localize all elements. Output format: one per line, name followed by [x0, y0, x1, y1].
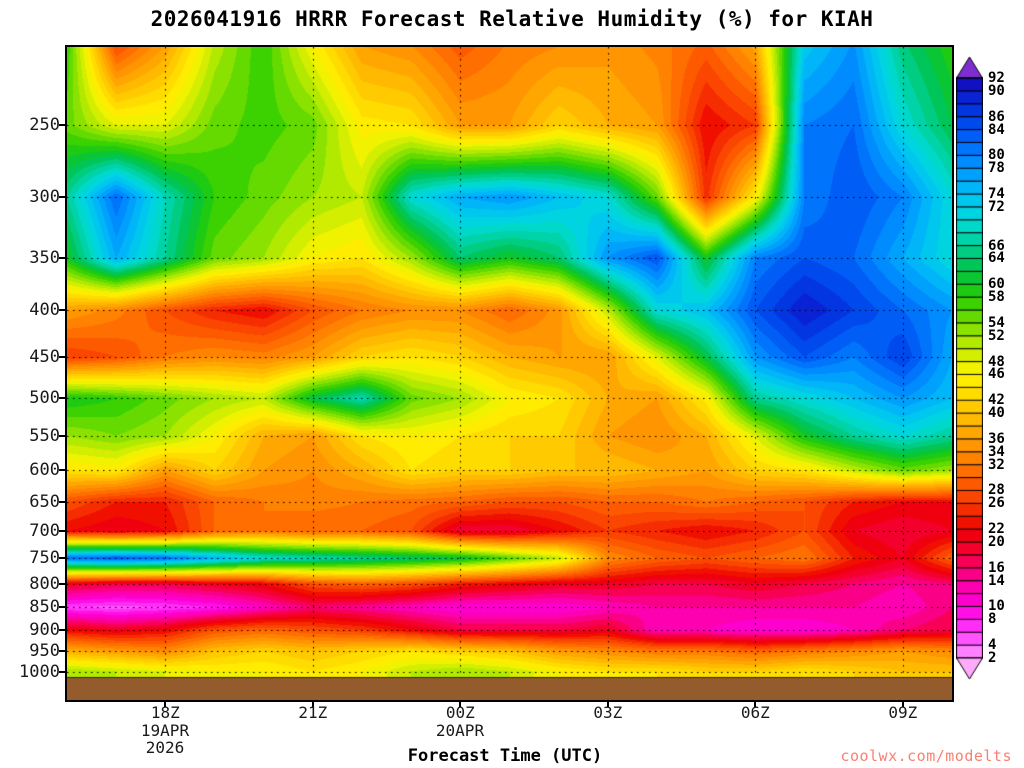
- y-tick-label: 900: [29, 619, 60, 640]
- colorbar-label: 48: [988, 353, 1005, 370]
- colorbar-label: 74: [988, 186, 1005, 202]
- colorbar-label: 86: [988, 108, 1005, 125]
- y-tick-mark: [59, 309, 65, 312]
- colorbar-label: 26: [988, 495, 1005, 512]
- colorbar-label: 60: [988, 276, 1005, 293]
- y-tick-label: 500: [29, 388, 60, 409]
- y-tick-mark: [59, 628, 65, 631]
- colorbar-label: 16: [988, 559, 1005, 576]
- y-tick-label: 450: [29, 346, 60, 367]
- x-tick-label: 03Z: [593, 703, 623, 722]
- y-tick-mark: [59, 469, 65, 472]
- y-tick-label: 650: [29, 491, 60, 512]
- x-date-label-day: 19APR: [140, 721, 190, 740]
- y-tick-label: 750: [29, 548, 60, 569]
- watermark-text: coolwx.com/modelts: [840, 747, 1012, 765]
- colorbar-label: 72: [988, 198, 1005, 215]
- y-tick-mark: [59, 434, 65, 437]
- y-tick-label: 400: [29, 300, 60, 321]
- x-tick-mark: [754, 701, 757, 707]
- colorbar-label: 58: [988, 289, 1005, 306]
- colorbar-label: 36: [988, 430, 1005, 447]
- colorbar-label: 34: [988, 443, 1005, 460]
- colorbar-label: 92: [988, 70, 1005, 86]
- y-tick-mark: [59, 529, 65, 532]
- colorbar-label: 84: [988, 121, 1005, 138]
- colorbar-label: 90: [988, 82, 1005, 99]
- colorbar-label: 66: [988, 237, 1005, 254]
- x-tick-mark: [901, 701, 904, 707]
- chart-title: 2026041916 HRRR Forecast Relative Humidi…: [150, 7, 874, 31]
- colorbar-label: 8: [988, 611, 997, 628]
- y-tick-mark: [59, 196, 65, 199]
- colorbar-label: 32: [988, 456, 1005, 473]
- y-tick-label: 600: [29, 460, 60, 481]
- colorbar-label: 80: [988, 147, 1005, 164]
- x-date-label-nextday: 20APR: [435, 721, 485, 740]
- colorbar-label: 20: [988, 534, 1005, 550]
- y-tick-label: 550: [29, 425, 60, 446]
- colorbar-label: 14: [988, 572, 1005, 589]
- x-tick-mark: [311, 701, 314, 707]
- x-tick-label: 06Z: [740, 703, 770, 722]
- y-tick-mark: [59, 124, 65, 127]
- y-tick-label: 1000: [19, 661, 60, 682]
- y-tick-mark: [59, 256, 65, 259]
- colorbar-label: 46: [988, 366, 1005, 383]
- colorbar-label: 2: [988, 650, 997, 666]
- colorbar-label: 64: [988, 250, 1005, 267]
- y-tick-label: 800: [29, 573, 60, 594]
- y-tick-label: 850: [29, 597, 60, 618]
- colorbar-label: 40: [988, 405, 1005, 422]
- x-tick-label: 09Z: [888, 703, 918, 722]
- y-tick-mark: [59, 606, 65, 609]
- colorbar-label: 52: [988, 327, 1005, 344]
- y-tick-label: 950: [29, 641, 60, 662]
- y-tick-label: 700: [29, 520, 60, 541]
- colorbar-label: 54: [988, 314, 1005, 331]
- x-tick-label: 21Z: [298, 703, 328, 722]
- y-tick-label: 350: [29, 247, 60, 268]
- x-tick-label: 00Z: [445, 703, 475, 722]
- x-tick-label: 18Z: [150, 703, 180, 722]
- x-tick-mark: [164, 701, 167, 707]
- y-tick-mark: [59, 650, 65, 653]
- x-tick-mark: [606, 701, 609, 707]
- y-tick-mark: [59, 397, 65, 400]
- colorbar-label: 22: [988, 521, 1005, 538]
- y-tick-mark: [59, 557, 65, 560]
- colorbar-label: 4: [988, 637, 997, 654]
- y-tick-mark: [59, 500, 65, 503]
- colorbar-label: 28: [988, 482, 1005, 499]
- x-date-label-year: 2026: [145, 738, 185, 757]
- x-tick-mark: [459, 701, 462, 707]
- y-tick-label: 300: [29, 187, 60, 208]
- colorbar-label: 78: [988, 160, 1005, 177]
- x-axis-title: Forecast Time (UTC): [407, 746, 603, 766]
- y-tick-label: 250: [29, 115, 60, 136]
- y-tick-mark: [59, 355, 65, 358]
- y-tick-mark: [59, 670, 65, 673]
- colorbar-label: 10: [988, 598, 1005, 615]
- y-tick-mark: [59, 582, 65, 585]
- colorbar-label: 42: [988, 392, 1005, 409]
- rh-contour-plot: [65, 45, 954, 702]
- colorbar: [956, 56, 983, 680]
